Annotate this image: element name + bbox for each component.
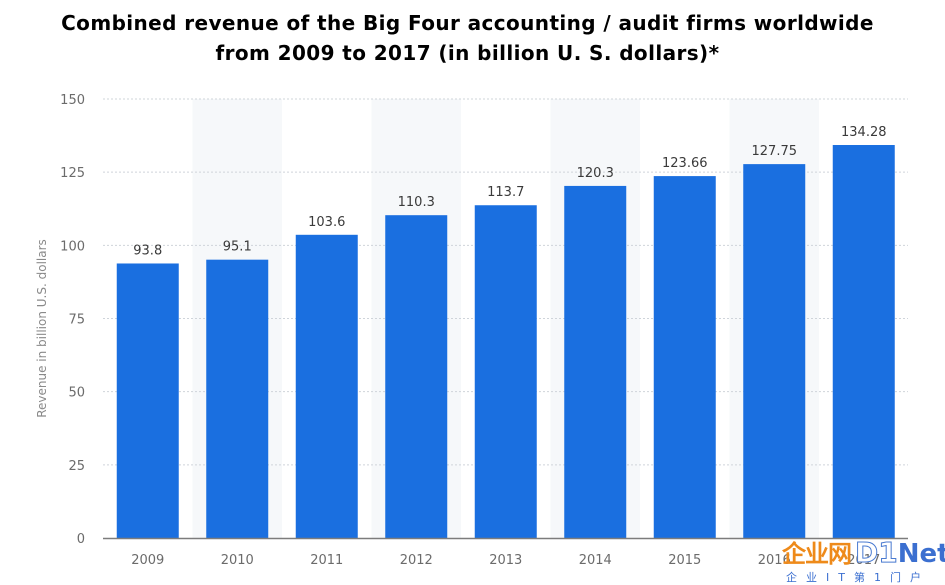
watermark-brand-num: D1 xyxy=(855,536,899,569)
watermark-subtitle: 企业IT第1门户 xyxy=(786,571,930,584)
x-tick-label-2011: 2011 xyxy=(310,553,343,568)
y-tick-label-0: 0 xyxy=(77,532,85,547)
data-labels: 93.8 95.1 103.6 110.3 113.7 120.3 123.66 127.75… xyxy=(133,125,886,258)
x-tick-label-2016: 2016 xyxy=(758,553,791,568)
x-tick-label-2010: 2010 xyxy=(221,553,254,568)
data-label-2012: 110.3 xyxy=(398,195,435,210)
x-tick-label-2017: 2017 xyxy=(847,553,880,568)
x-tick-label-2014: 2014 xyxy=(579,553,612,568)
x-tick-label-2012: 2012 xyxy=(400,553,433,568)
bar-2012 xyxy=(385,215,448,538)
x-tick-label-2013: 2013 xyxy=(489,553,522,568)
bar-2011 xyxy=(295,234,358,538)
data-label-2011: 103.6 xyxy=(308,215,345,230)
x-tick-label-2009: 2009 xyxy=(131,553,164,568)
y-axis-ticks: 0 25 50 75 100 125 150 xyxy=(60,93,85,547)
bar-2014 xyxy=(564,185,627,538)
y-tick-label-50: 50 xyxy=(68,386,85,401)
x-axis-ticks: 2009 2010 2011 2012 2013 2014 2015 2016 2017 xyxy=(131,553,880,568)
watermark-logo: 企业网 D1Net 企业IT第1门户 xyxy=(782,536,945,584)
bar-2013 xyxy=(474,205,537,538)
x-tick-label-2015: 2015 xyxy=(668,553,701,568)
data-label-2014: 120.3 xyxy=(577,166,614,181)
data-label-2016: 127.75 xyxy=(752,144,798,159)
data-label-2013: 113.7 xyxy=(487,185,524,200)
bar-2015 xyxy=(653,176,716,539)
data-label-2017: 134.28 xyxy=(841,125,887,140)
y-tick-label-75: 75 xyxy=(68,313,85,328)
watermark-brand: 企业网 D1Net xyxy=(782,536,945,569)
y-tick-label-25: 25 xyxy=(68,459,85,474)
data-label-2009: 93.8 xyxy=(133,243,162,258)
bar-2009 xyxy=(116,263,179,538)
chart-title-line-2: from 2009 to 2017 (in billion U. S. doll… xyxy=(215,41,720,65)
y-tick-label-150: 150 xyxy=(60,93,85,108)
y-tick-label-100: 100 xyxy=(60,239,85,254)
bar-2010 xyxy=(206,259,269,538)
chart-title: Combined revenue of the Big Four account… xyxy=(0,8,935,68)
data-label-2015: 123.66 xyxy=(662,156,708,171)
data-label-2010: 95.1 xyxy=(223,240,252,255)
y-axis-label: Revenue in billion U.S. dollars xyxy=(35,239,49,418)
y-tick-label-125: 125 xyxy=(60,166,85,181)
watermark-brand-net: Net xyxy=(897,539,945,569)
bar-2016 xyxy=(743,164,806,538)
watermark-brand-cn: 企业网 xyxy=(782,540,852,568)
chart-title-line-1: Combined revenue of the Big Four account… xyxy=(61,11,874,35)
bars xyxy=(116,145,895,539)
bar-2017 xyxy=(832,145,895,538)
